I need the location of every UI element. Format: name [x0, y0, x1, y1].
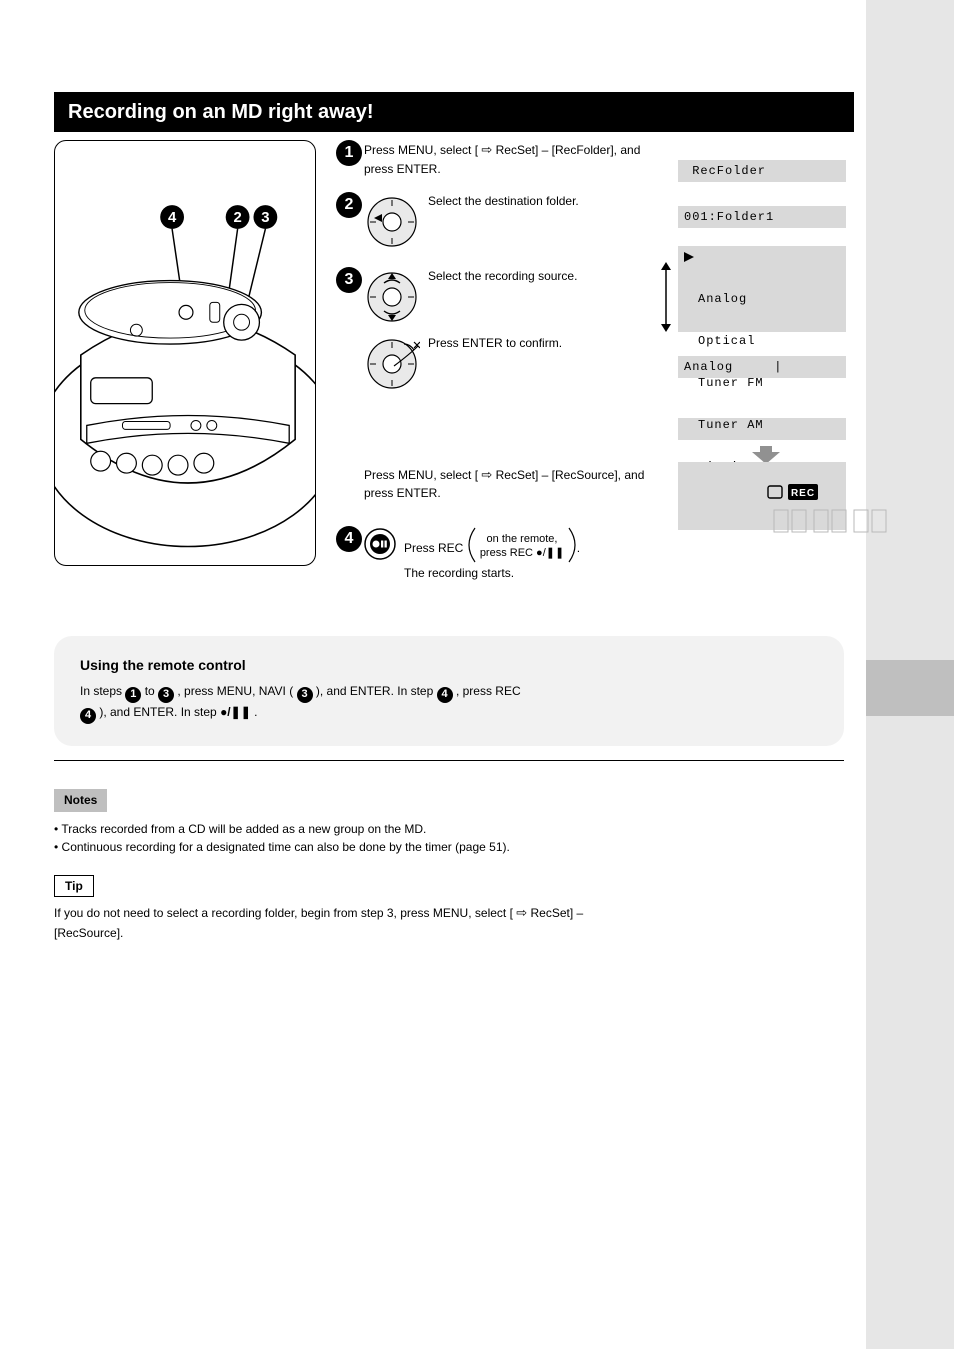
rec-button-icon [364, 528, 396, 582]
dial-press-icon [364, 336, 420, 395]
page-title: Recording on an MD right away! [54, 92, 854, 132]
page-section-tab [866, 660, 954, 716]
device-illustration: 4 2 3 [54, 140, 316, 566]
tip-badge: Tip [54, 875, 94, 898]
step-ref-1: 1 [125, 687, 141, 703]
steps-column: 1 Press MENU, select [ ⇨ RecSet] – [RecF… [336, 140, 666, 596]
page-title-text: Recording on an MD right away! [68, 101, 374, 124]
notes-bullet-1: • Tracks recorded from a CD will be adde… [54, 820, 844, 839]
remote-t5b: ), and ENTER. In step [99, 705, 220, 719]
display-rec-lcd: REC [678, 462, 846, 530]
menu-item: Analog [684, 292, 840, 306]
right-arrow-icon: ⇨ [481, 467, 492, 482]
step-4-l1: Press REC [404, 541, 463, 555]
step-3-line1: Select the recording source. [428, 267, 666, 328]
menu-item: Tuner FM [684, 376, 840, 390]
step-3-para2: Press MENU, select [ ⇨ RecSet] – [RecSou… [364, 465, 666, 503]
step-2: 2 Select the destination fol [336, 192, 666, 253]
device-svg: 4 2 3 [55, 141, 315, 565]
step-1: 1 Press MENU, select [ ⇨ RecSet] – [RecF… [336, 140, 666, 178]
step-ref-4b: 4 [80, 708, 96, 724]
page-content: Recording on an MD right away! 4 2 3 [54, 92, 854, 942]
tip-c: [RecSource]. [54, 926, 123, 940]
rec-pause-icon: ●/❚❚ [220, 705, 251, 719]
notes-section: Notes • Tracks recorded from a CD will b… [54, 789, 844, 942]
remote-t4: ), and ENTER. In step [316, 684, 437, 698]
menu-item: Optical [684, 334, 840, 348]
step-1-pre: Press MENU, select [ [364, 143, 478, 157]
notes-badge: Notes [54, 789, 107, 812]
svg-text:3: 3 [261, 210, 269, 226]
step-1-text: Press MENU, select [ ⇨ RecSet] – [RecFol… [364, 140, 666, 178]
display-recfolder: RecFolder [678, 160, 846, 182]
tip-a: If you do not need to select a recording… [54, 906, 513, 920]
svg-text:press REC ●/❚❚: press REC ●/❚❚ [480, 547, 564, 559]
step-3-number: 3 [336, 267, 362, 293]
remote-body: In steps 1 to 3 , press MENU, NAVI ( 3 )… [80, 682, 818, 724]
tip-text: If you do not need to select a recording… [54, 903, 844, 942]
remote-t2: to [145, 684, 158, 698]
tip-b: RecSet] – [531, 906, 584, 920]
svg-text:on the remote,: on the remote, [486, 533, 557, 545]
step-4-number: 4 [336, 526, 362, 552]
svg-text:2: 2 [233, 210, 241, 226]
remote-title: Using the remote control [80, 654, 818, 676]
remote-box: Using the remote control In steps 1 to 3… [54, 636, 844, 746]
triangle-right-icon [684, 252, 694, 262]
display-source-menu: Analog Optical Tuner FM Tuner AM Mic in … [678, 246, 854, 332]
step-ref-4: 4 [437, 687, 453, 703]
notes-bullet-2: • Continuous recording for a designated … [54, 838, 844, 857]
step-2-text: Select the destination folder. [428, 192, 666, 253]
display-column: RecFolder 001:Folder1 Analog Optical Tun… [678, 140, 854, 596]
display-folder1: 001:Folder1 [678, 206, 846, 228]
remote-t6: . [254, 705, 257, 719]
updown-arrow-icon [658, 262, 674, 332]
step-4: 4 Press REC [336, 526, 666, 582]
remote-t3: , press MENU, NAVI ( [177, 684, 293, 698]
remote-t5: , press REC [456, 684, 521, 698]
nb1t: Tracks recorded from a CD will be added … [61, 822, 426, 836]
step-3-confirm: Press ENTER to confirm. [428, 334, 666, 395]
step-4-l2: The recording starts. [404, 566, 514, 580]
main-row: 4 2 3 [54, 140, 854, 596]
right-arrow-icon: ⇨ [516, 905, 527, 920]
dial-updown-icon [364, 269, 420, 328]
divider [54, 760, 844, 761]
remote-t1: In steps [80, 684, 125, 698]
step-2-number: 2 [336, 192, 362, 218]
nb2t: Continuous recording for a designated ti… [62, 840, 510, 854]
step-1-number: 1 [336, 140, 362, 166]
svg-text:REC: REC [791, 488, 815, 499]
menu-item: Tuner AM [684, 418, 840, 432]
step-4-text: Press REC on the remote, press REC ●/❚❚ … [404, 526, 666, 582]
step-ref-3b: 3 [297, 687, 313, 703]
dial-left-icon [364, 194, 420, 253]
svg-text:4: 4 [168, 210, 177, 226]
paren-left-icon: on the remote, press REC ●/❚❚ [467, 526, 577, 564]
step-3: 3 [336, 267, 666, 503]
right-arrow-icon: ⇨ [481, 142, 492, 157]
step-ref-3a: 3 [158, 687, 174, 703]
step-3-p2a: Press MENU, select [ [364, 468, 478, 482]
